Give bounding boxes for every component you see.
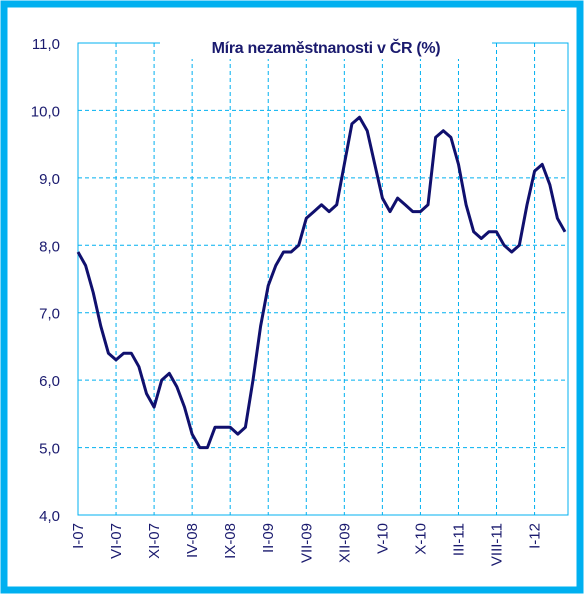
x-tick-label: V-10 xyxy=(374,523,391,554)
title-box xyxy=(160,35,492,59)
marks xyxy=(76,115,567,450)
x-tick-label: II-09 xyxy=(260,523,277,553)
x-tick-label: I-12 xyxy=(527,523,544,549)
x-tick-label: VII-09 xyxy=(298,523,315,563)
x-tick-label: XI-07 xyxy=(146,523,163,559)
data-line xyxy=(76,115,567,450)
y-tick-label: 8,0 xyxy=(39,238,60,255)
x-tick-label: VI-07 xyxy=(108,523,125,559)
x-tick-label: VIII-11 xyxy=(489,523,506,566)
y-tick-label: 5,0 xyxy=(39,441,60,458)
y-tick-label: 4,0 xyxy=(39,508,60,525)
x-tick-label: III-11 xyxy=(450,523,467,556)
chart-title: Míra nezaměstnanosti v ČR (%) xyxy=(212,38,441,57)
x-tick-label: XII-09 xyxy=(336,523,353,563)
x-tick-label: IV-08 xyxy=(184,523,201,558)
y-tick-label: 10,0 xyxy=(31,103,60,120)
y-tick-label: 11,0 xyxy=(32,36,60,53)
y-tick-label: 7,0 xyxy=(39,306,60,323)
x-tick-label: IX-08 xyxy=(222,523,239,559)
y-tick-label: 9,0 xyxy=(39,171,60,188)
y-tick-label: 6,0 xyxy=(39,373,60,390)
x-tick-label: I-07 xyxy=(70,523,87,549)
grid xyxy=(78,42,568,516)
x-tick-label: X-10 xyxy=(412,523,429,555)
